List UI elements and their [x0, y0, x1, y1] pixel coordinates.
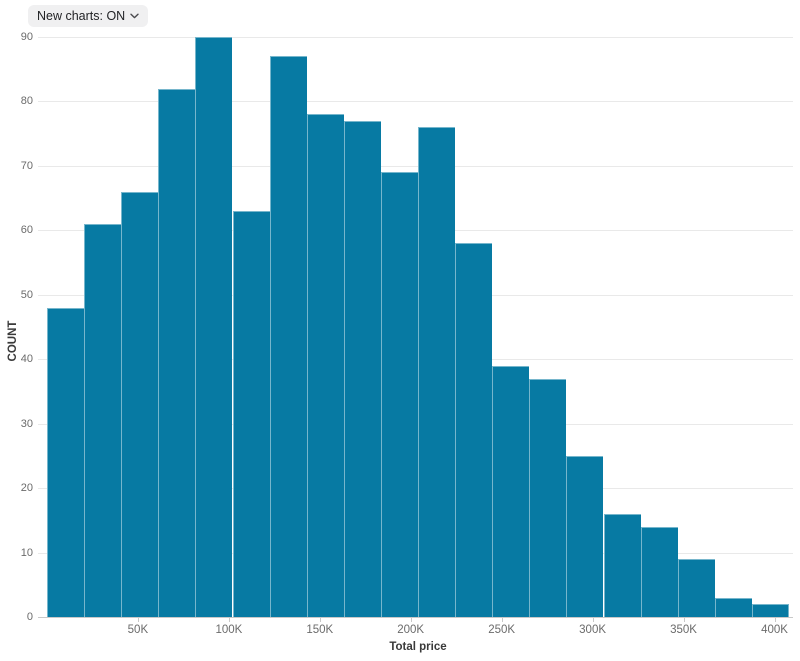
gridline	[38, 37, 793, 38]
x-tick-mark	[319, 618, 321, 622]
x-tick-label: 400K	[761, 624, 788, 636]
x-tick-label: 350K	[670, 624, 697, 636]
histogram-bar[interactable]	[158, 88, 196, 617]
x-tick-mark	[228, 618, 230, 622]
gridline	[38, 101, 793, 103]
histogram-bar[interactable]	[714, 597, 752, 617]
histogram-bar[interactable]	[529, 378, 567, 617]
histogram-bar[interactable]	[640, 526, 678, 617]
histogram-bar[interactable]	[47, 307, 85, 617]
histogram-bar[interactable]	[195, 37, 233, 617]
histogram-bar[interactable]	[380, 172, 418, 617]
histogram-bar[interactable]	[121, 191, 159, 617]
x-tick-label: 150K	[306, 624, 334, 636]
y-tick-label: 50	[20, 288, 33, 301]
x-axis-line	[38, 617, 793, 618]
new-charts-dropdown[interactable]: New charts: ON	[28, 5, 149, 27]
histogram-bar[interactable]	[492, 365, 530, 617]
histogram-bar[interactable]	[84, 223, 122, 617]
x-tick-mark	[592, 618, 594, 622]
y-tick-label: 30	[20, 417, 33, 430]
x-tick-mark	[683, 618, 685, 622]
y-tick-label: 90	[20, 31, 33, 43]
histogram-bar[interactable]	[269, 56, 307, 617]
x-tick-label: 50K	[127, 624, 149, 636]
x-tick-mark	[410, 618, 412, 622]
x-axis-title: Total price	[389, 641, 447, 653]
new-charts-dropdown-label: New charts: ON	[37, 9, 126, 23]
x-tick-mark	[137, 618, 139, 622]
histogram-bar[interactable]	[455, 243, 493, 617]
histogram-bar[interactable]	[232, 211, 270, 617]
y-tick-label: 80	[20, 95, 33, 108]
histogram-bar[interactable]	[677, 559, 715, 617]
histogram-bar[interactable]	[566, 455, 604, 617]
y-tick-label: 10	[20, 546, 33, 559]
histogram-bar[interactable]	[343, 120, 381, 617]
x-tick-label: 250K	[488, 624, 516, 636]
x-tick-label: 100K	[215, 624, 243, 636]
y-tick-label: 20	[20, 482, 33, 495]
histogram-bar[interactable]	[751, 604, 789, 617]
x-tick-label: 200K	[397, 624, 425, 636]
y-tick-label: 60	[20, 224, 33, 237]
y-tick-label: 40	[20, 353, 33, 366]
y-tick-label: 0	[26, 611, 33, 623]
histogram-bar[interactable]	[306, 114, 344, 617]
y-tick-label: 70	[20, 159, 33, 172]
gridline	[38, 165, 793, 167]
x-tick-label: 300K	[579, 624, 607, 636]
x-tick-mark	[774, 618, 776, 622]
chevron-down-icon	[130, 13, 139, 19]
x-tick-mark	[501, 618, 503, 622]
histogram-bar[interactable]	[603, 513, 641, 617]
histogram-bar[interactable]	[418, 127, 456, 617]
